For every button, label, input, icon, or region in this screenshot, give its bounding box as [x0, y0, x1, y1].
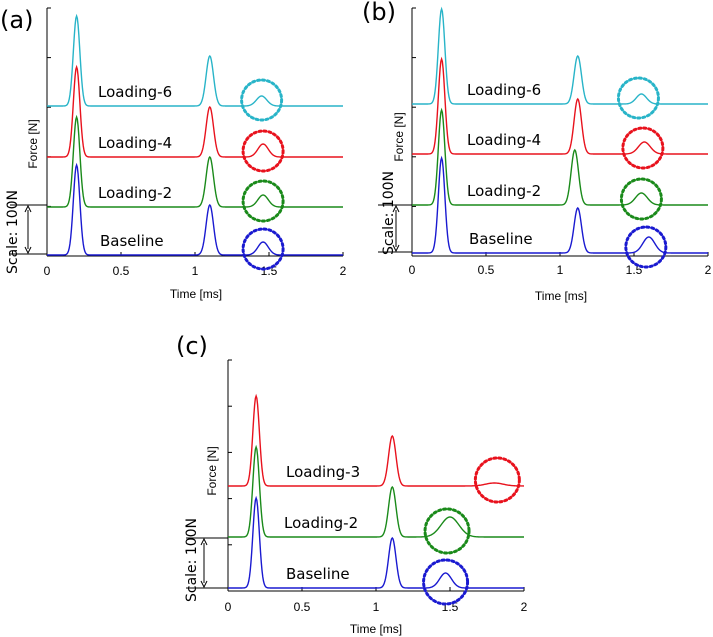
series-line [47, 64, 343, 158]
highlight-circle [621, 126, 665, 170]
scale-arrow-head-top [392, 204, 400, 213]
y-axis-title: Force [N] [392, 112, 406, 161]
x-tick-label: 2 [521, 600, 528, 614]
series-line [47, 13, 343, 107]
highlight-circle [241, 227, 285, 271]
series-label: Baseline [469, 230, 533, 248]
x-tick-label: 1 [557, 263, 564, 277]
panel-tag: (a) [0, 6, 33, 34]
highlight-circle [473, 456, 521, 504]
x-tick-label: 0 [409, 263, 416, 277]
series-line [228, 444, 524, 538]
chart-panel: (b) 0 0.5 1 1.5 2 Time [ms] Force [N] Scale: 100… [362, 0, 712, 303]
highlight-circle [616, 76, 660, 120]
highlight-circle [422, 558, 470, 606]
highlight-circle [240, 78, 284, 122]
x-tick-label: 0.5 [294, 600, 311, 614]
series-line [412, 155, 708, 254]
series-label: Baseline [100, 232, 164, 250]
scale-arrow-head-bottom [200, 580, 208, 589]
scale-arrow-head-bottom [392, 244, 400, 253]
panel-tag: (b) [362, 0, 396, 26]
series-line [228, 393, 525, 487]
x-tick-label: 0.5 [478, 263, 495, 277]
x-tick-label: 1 [192, 264, 199, 278]
series-label: Loading-3 [286, 463, 360, 481]
x-tick-label: 1 [373, 600, 380, 614]
series-line [47, 162, 343, 256]
series-line [412, 56, 708, 155]
series-label: Loading-4 [98, 134, 172, 152]
series-label: Loading-6 [98, 83, 172, 101]
series-line [228, 495, 524, 589]
x-tick-label: 0.5 [113, 264, 130, 278]
highlight-circle [619, 177, 663, 221]
x-tick-label: 2 [340, 264, 347, 278]
x-tick-label: 1.5 [626, 263, 643, 277]
x-axis-title: Time [ms] [535, 289, 587, 303]
highlight-circle [423, 507, 471, 555]
scale-label: Scale: 100N [5, 190, 21, 274]
scale-arrow-head-top [200, 537, 208, 546]
series-label: Baseline [286, 565, 350, 583]
series-label: Loading-4 [467, 131, 541, 149]
x-axis-title: Time [ms] [350, 622, 402, 636]
highlight-circle [241, 129, 285, 173]
highlight-circle [624, 225, 668, 269]
scale-arrow-head-top [24, 204, 32, 213]
series-label: Loading-2 [284, 514, 358, 532]
scale-label: Scale: 100N [381, 171, 397, 255]
x-tick-label: 0 [44, 264, 51, 278]
x-tick-label: 2 [705, 263, 712, 277]
x-axis-title: Time [ms] [170, 287, 222, 301]
x-tick-label: 0 [225, 600, 232, 614]
series-label: Loading-2 [467, 182, 541, 200]
y-axis-title: Force [N] [26, 119, 40, 168]
y-axis-title: Force [N] [205, 446, 219, 495]
series-line [412, 107, 708, 206]
highlight-circle [241, 179, 285, 223]
panel-tag: (c) [176, 332, 208, 360]
scale-arrow-head-bottom [24, 246, 32, 255]
series-line [47, 114, 343, 208]
scale-label: Scale: 100N [184, 518, 200, 602]
series-label: Loading-2 [98, 184, 172, 202]
series-label: Loading-6 [467, 81, 541, 99]
series-line [412, 6, 708, 105]
